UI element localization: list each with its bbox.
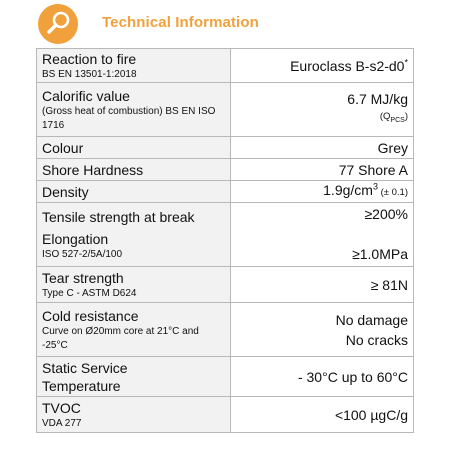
row-value: <100 µgC/g: [334, 406, 408, 423]
row-value: ≥200%: [364, 206, 409, 222]
row-label: Tear strength: [42, 269, 124, 286]
row-label-cell: Calorific value (Gross heat of combustio…: [36, 82, 231, 137]
table-row: Reaction to fire BS EN 13501-1:2018 Euro…: [36, 48, 414, 83]
row-value: 77 Shore A: [338, 161, 408, 178]
row-label: Colour: [42, 139, 84, 156]
row-value: 1.9g/cm: [323, 182, 373, 198]
row-value-note-sub: PCS: [390, 116, 405, 124]
row-sublabel: VDA 277: [42, 417, 82, 429]
row-value-cell: No damage No cracks: [230, 302, 414, 357]
row-label: TVOC: [42, 399, 81, 416]
row-value-cell: ≥ 81N: [230, 266, 414, 303]
row-value: Grey: [377, 139, 408, 156]
row-label-cell: Shore Hardness: [36, 158, 231, 181]
row-value-sup: *: [404, 56, 408, 67]
row-label-line2: Temperature: [42, 377, 121, 394]
row-label: Calorific value: [42, 87, 130, 104]
row-value-cell: ≥200% ≥1.0MPa: [230, 202, 414, 267]
row-label: Static Service: [42, 359, 128, 376]
row-label: Cold resistance: [42, 307, 139, 324]
row-sublabel: (Gross heat of combustion) BS EN ISO 171…: [42, 105, 216, 131]
table-row: Tensile strength at break Elongation ISO…: [36, 202, 414, 267]
row-label-line2: Elongation: [42, 230, 109, 247]
row-value-cell: <100 µgC/g: [230, 396, 414, 433]
row-label-cell: Reaction to fire BS EN 13501-1:2018: [36, 48, 231, 83]
row-value-cell: Euroclass B-s2-d0*: [230, 48, 414, 83]
technical-info-table: Reaction to fire BS EN 13501-1:2018 Euro…: [36, 48, 414, 433]
table-row: Cold resistance Curve on Ø20mm core at 2…: [36, 302, 414, 357]
row-value-cell: 1.9g/cm3 (± 0.1): [230, 180, 414, 203]
row-label: Density: [42, 183, 89, 200]
row-value-note: (Q: [379, 110, 391, 122]
row-value-cell: Grey: [230, 136, 414, 159]
row-label: Shore Hardness: [42, 161, 144, 178]
row-label-cell: Cold resistance Curve on Ø20mm core at 2…: [36, 302, 231, 357]
table-row: Shore Hardness 77 Shore A: [36, 158, 414, 181]
row-value: ≥ 81N: [370, 276, 408, 293]
table-row: Colour Grey: [36, 136, 414, 159]
row-label: Tensile strength at break: [42, 208, 195, 225]
table-row: Density 1.9g/cm3 (± 0.1): [36, 180, 414, 203]
table-row: Calorific value (Gross heat of combustio…: [36, 82, 414, 137]
row-value-cell: - 30°C up to 60°C: [230, 356, 414, 397]
row-label-cell: Static Service Temperature: [36, 356, 231, 397]
table-row: Static Service Temperature - 30°C up to …: [36, 356, 414, 397]
row-label: Reaction to fire: [42, 50, 137, 67]
row-label-cell: Colour: [36, 136, 231, 159]
table-row: TVOC VDA 277 <100 µgC/g: [36, 396, 414, 433]
row-value-note: (± 0.1): [377, 187, 408, 198]
row-label-cell: Tear strength Type C - ASTM D624: [36, 266, 231, 303]
row-value-line2: ≥1.0MPa: [352, 246, 408, 262]
row-value-cell: 6.7 MJ/kg (QPCS): [230, 82, 414, 137]
table-row: Tear strength Type C - ASTM D624 ≥ 81N: [36, 266, 414, 303]
row-value: 6.7 MJ/kg: [347, 90, 408, 107]
row-value: No damage: [335, 311, 408, 328]
row-value-line2: No cracks: [345, 331, 408, 348]
row-value: Euroclass B-s2-d0: [290, 57, 405, 74]
row-value-sup: 3: [372, 181, 378, 192]
row-label-cell: Density: [36, 180, 231, 203]
section-header: Technical Information: [38, 4, 438, 44]
row-value-note-end: ): [404, 110, 408, 122]
magnifier-icon: [38, 4, 78, 44]
row-label-cell: Tensile strength at break Elongation ISO…: [36, 202, 231, 267]
row-label-cell: TVOC VDA 277: [36, 396, 231, 433]
row-value-cell: 77 Shore A: [230, 158, 414, 181]
row-sublabel: Curve on Ø20mm core at 21°C and -25°C: [42, 325, 199, 351]
section-title: Technical Information: [102, 14, 259, 31]
row-sublabel: ISO 527-2/5A/100: [42, 248, 123, 260]
row-sublabel: Type C - ASTM D624: [42, 287, 137, 299]
row-value: - 30°C up to 60°C: [297, 368, 408, 385]
row-sublabel: BS EN 13501-1:2018: [42, 68, 137, 80]
